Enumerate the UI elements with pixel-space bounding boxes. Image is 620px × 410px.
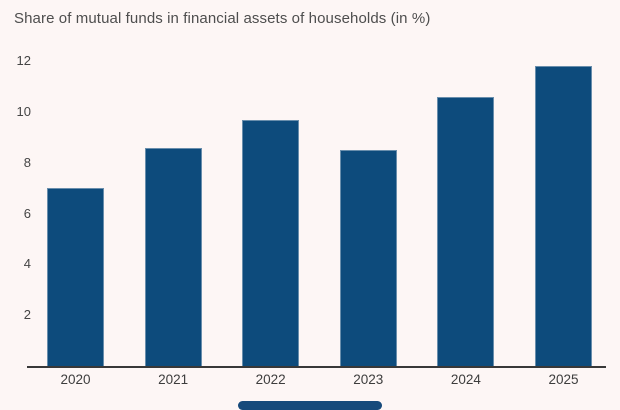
bar-2021 xyxy=(144,147,202,367)
chart-title: Share of mutual funds in financial asset… xyxy=(14,10,431,27)
x-tick-label-2020: 2020 xyxy=(60,372,91,387)
bar-2025 xyxy=(535,66,592,367)
y-tick-label: 2 xyxy=(23,307,31,323)
x-tick-label-2024: 2024 xyxy=(450,372,481,387)
bar-2020 xyxy=(47,188,104,367)
bar-2023 xyxy=(339,150,397,367)
x-tick-label-2021: 2021 xyxy=(158,372,189,387)
x-tick-label-2022: 2022 xyxy=(255,372,286,387)
bar-2022 xyxy=(242,119,300,367)
y-tick-label: 4 xyxy=(23,256,31,272)
y-tick-label: 6 xyxy=(23,205,31,221)
home-indicator[interactable] xyxy=(238,401,382,410)
y-tick-label: 10 xyxy=(16,104,31,119)
y-tick-label: 12 xyxy=(16,53,31,69)
x-tick-label-2023: 2023 xyxy=(353,372,384,387)
x-axis-line xyxy=(27,366,606,368)
x-tick-label-2025: 2025 xyxy=(548,372,579,387)
y-tick-label: 8 xyxy=(23,154,31,170)
bar-2024 xyxy=(437,96,495,367)
